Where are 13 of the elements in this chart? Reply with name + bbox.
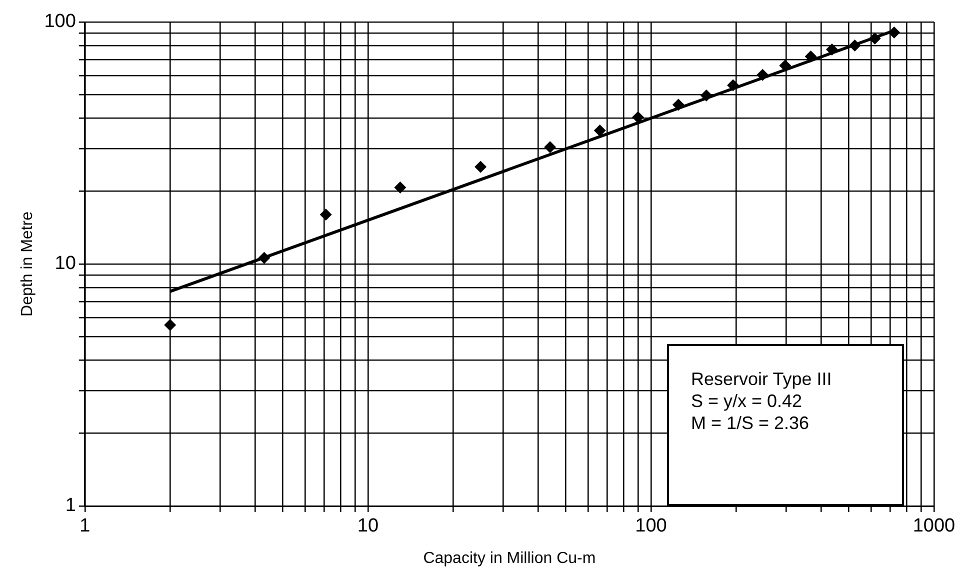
x-tick-label: 100 xyxy=(635,516,667,537)
annotation: S = y/x = 0.42 xyxy=(691,390,804,412)
note-box: Reservoir Type III S = y/x = 0.42 M = 1/S = 2.36 xyxy=(667,344,904,506)
y-tick-label: 10 xyxy=(54,253,76,274)
y-tick-label: 1 xyxy=(65,495,76,516)
y-tick-label: 100 xyxy=(44,11,76,32)
y-axis-title: Depth in Metre xyxy=(19,211,36,316)
annotation: Reservoir Type III xyxy=(691,368,832,390)
x-tick-label: 1000 xyxy=(912,516,956,537)
x-tick-label: 10 xyxy=(357,516,379,537)
annotation: M = 1/S = 2.36 xyxy=(691,412,810,434)
x-tick-label: 1 xyxy=(80,516,90,537)
x-axis-title: Capacity in Million Cu-m xyxy=(423,550,596,567)
